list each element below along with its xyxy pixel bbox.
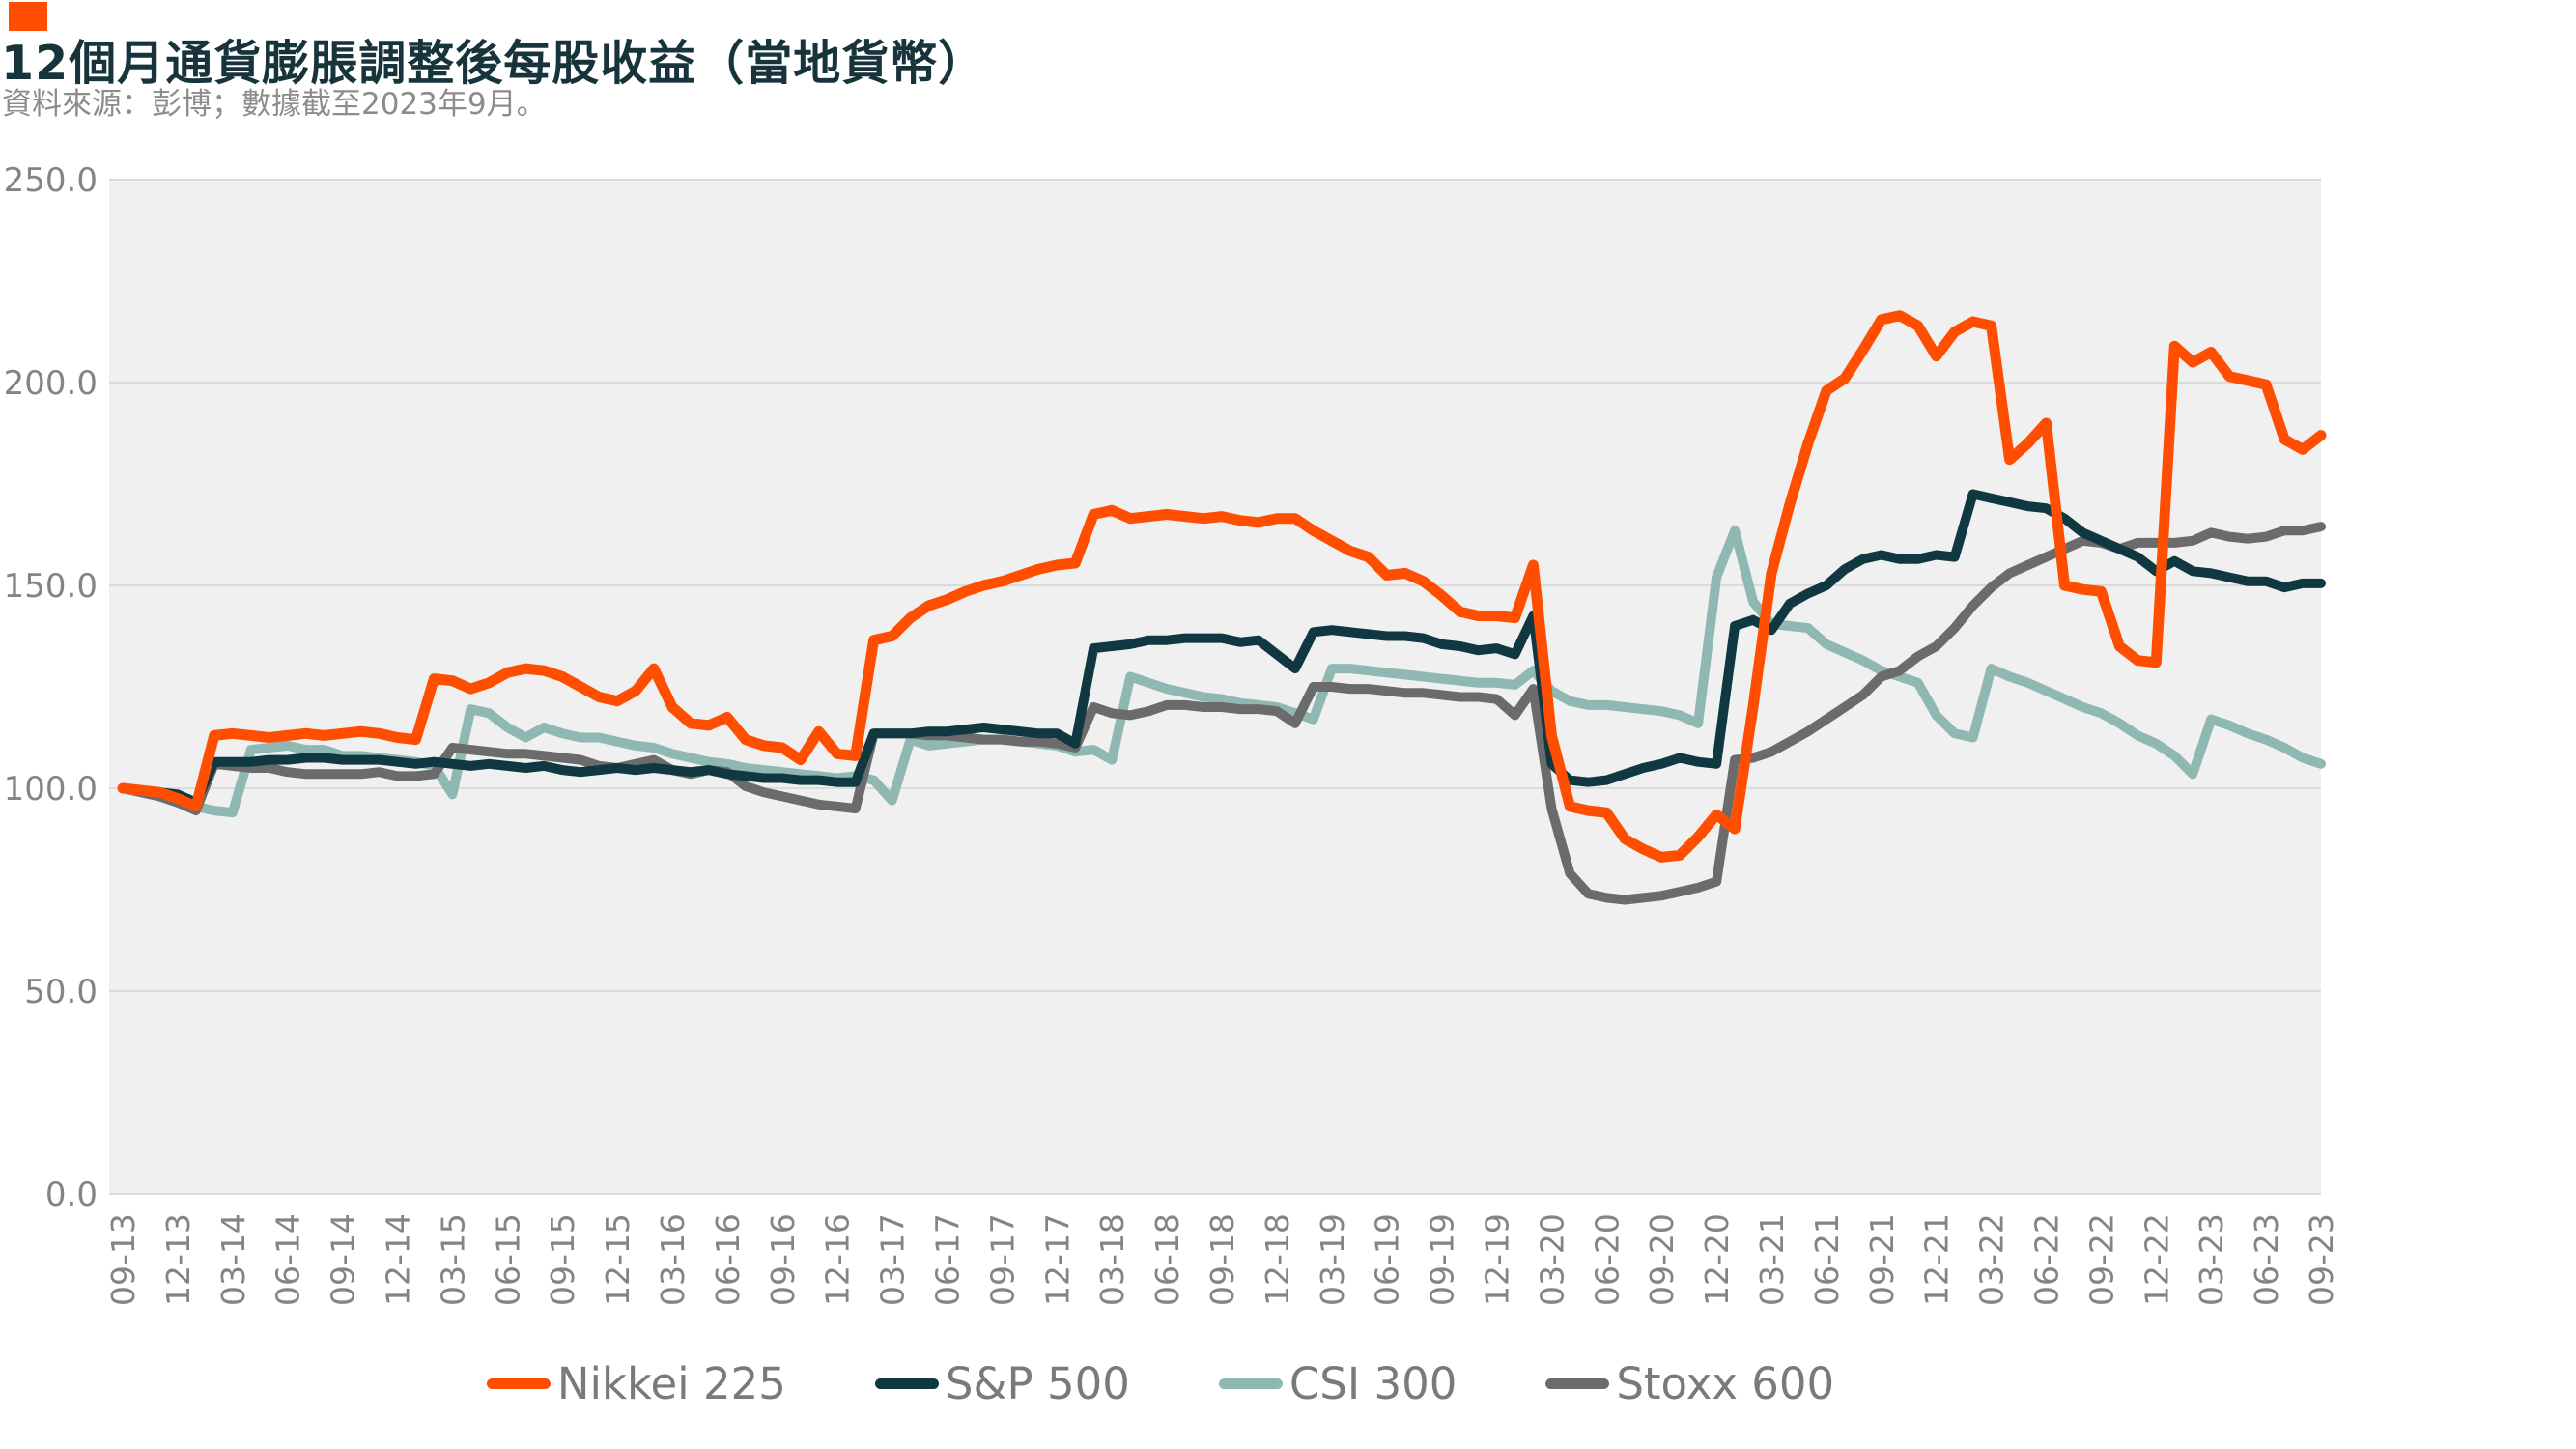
x-axis-tick-label: 12-15 [599, 1213, 637, 1306]
x-axis-tick-label: 12-16 [819, 1213, 857, 1306]
x-axis-tick-label: 03-22 [1973, 1213, 2011, 1306]
x-axis-tick-label: 03-19 [1314, 1213, 1351, 1306]
x-axis-tick-label: 06-23 [2248, 1213, 2285, 1306]
x-axis-tick-label: 12-13 [159, 1213, 197, 1306]
legend-line-swatch-nikkei-225 [486, 1378, 551, 1389]
x-axis-tick-label: 12-19 [1479, 1213, 1516, 1306]
x-axis-tick-label: 03-20 [1533, 1213, 1571, 1306]
x-axis-tick-label: 09-18 [1203, 1213, 1241, 1306]
x-axis-tick-label: 06-18 [1148, 1213, 1186, 1306]
y-axis-tick-label: 0.0 [45, 1176, 98, 1214]
legend-label: CSI 300 [1288, 1358, 1458, 1409]
x-axis-tick-label: 06-17 [929, 1213, 967, 1306]
y-axis-tick-label: 100.0 [4, 770, 98, 809]
chart-legend: Nikkei 225 S&P 500 CSI 300 Stoxx 600 [0, 1358, 2321, 1409]
x-axis-tick-label: 09-22 [2082, 1213, 2120, 1306]
series-line-csi-300 [118, 526, 2326, 818]
x-axis-tick-label: 06-14 [269, 1213, 307, 1306]
series-line-s-p-500 [118, 489, 2326, 808]
x-axis-tick-label: 09-17 [983, 1213, 1021, 1306]
x-axis-tick-label: 09-16 [764, 1213, 802, 1306]
y-axis-tick-label: 50.0 [24, 973, 98, 1011]
x-axis-tick-label: 06-21 [1808, 1213, 1846, 1306]
page-title: 12個月通貨膨脹調整後每股收益（當地貨幣） [1, 36, 987, 91]
legend-line-swatch-sp-500 [874, 1378, 939, 1389]
legend-label: Stoxx 600 [1616, 1358, 1835, 1409]
x-axis-tick-label: 06-16 [709, 1213, 747, 1306]
x-axis-tick-label: 06-15 [489, 1213, 526, 1306]
x-axis-tick-label: 12-17 [1038, 1213, 1076, 1306]
legend-label: S&P 500 [945, 1358, 1130, 1409]
x-axis-tick-label: 12-14 [380, 1213, 417, 1306]
y-axis-tick-label: 150.0 [4, 567, 98, 606]
x-axis-tick-label: 06-19 [1369, 1213, 1406, 1306]
x-axis-tick-label: 03-14 [214, 1213, 252, 1306]
legend-item-csi-300: CSI 300 [1218, 1358, 1458, 1409]
x-axis-tick-label: 03-17 [874, 1213, 912, 1306]
series-line-nikkei-225 [117, 310, 2327, 863]
x-axis-tick-label: 09-13 [104, 1213, 142, 1306]
series-line-stoxx-600 [118, 522, 2326, 905]
x-axis-tick-label: 12-18 [1259, 1213, 1296, 1306]
x-axis-tick-label: 03-15 [434, 1213, 471, 1306]
x-axis-tick-label: 09-15 [544, 1213, 581, 1306]
x-axis-tick-label: 09-23 [2303, 1213, 2340, 1306]
x-axis-tick-label: 03-23 [2193, 1213, 2230, 1306]
x-axis-tick-label: 09-21 [1863, 1213, 1901, 1306]
legend-item-nikkei-225: Nikkei 225 [486, 1358, 786, 1409]
x-axis-tick-label: 06-22 [2028, 1213, 2066, 1306]
y-axis-tick-label: 250.0 [4, 161, 98, 200]
x-axis-tick-label: 03-16 [654, 1213, 692, 1306]
accent-bar [9, 2, 47, 31]
x-axis-tick-label: 06-20 [1588, 1213, 1626, 1306]
x-axis-tick-label: 09-20 [1643, 1213, 1681, 1306]
x-axis-tick-label: 12-22 [2137, 1213, 2175, 1306]
y-axis-tick-label: 200.0 [4, 364, 98, 403]
legend-line-swatch-csi-300 [1218, 1378, 1283, 1389]
x-axis-tick-label: 12-21 [1918, 1213, 1956, 1306]
legend-line-swatch-stoxx-600 [1545, 1378, 1610, 1389]
x-axis-tick-label: 03-21 [1753, 1213, 1791, 1306]
x-axis-tick-label: 03-18 [1093, 1213, 1131, 1306]
source-note: 資料來源：彭博；數據截至2023年9月。 [2, 87, 547, 122]
x-axis-tick-label: 12-20 [1698, 1213, 1736, 1306]
x-axis-tick-label: 09-19 [1424, 1213, 1461, 1306]
legend-item-stoxx-600: Stoxx 600 [1545, 1358, 1834, 1409]
legend-label: Nikkei 225 [556, 1358, 786, 1409]
x-axis-tick-label: 09-14 [325, 1213, 362, 1306]
legend-item-sp-500: S&P 500 [874, 1358, 1130, 1409]
